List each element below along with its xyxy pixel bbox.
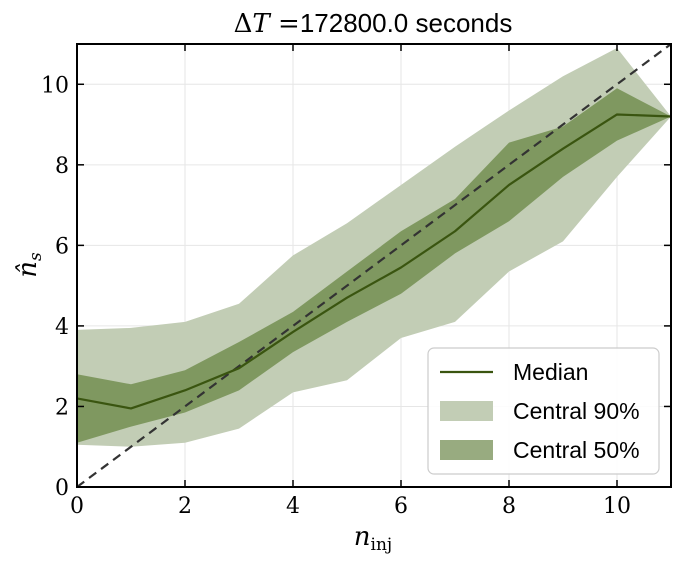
y-tick-label: 0 [55,476,69,501]
y-tick-label: 2 [55,395,69,420]
chart-title: ΔT =172800.0 seconds [234,8,513,39]
legend-label: Central 50% [513,437,640,463]
x-tick-label: 8 [502,494,516,519]
ticks [76,44,671,488]
legend-label: Median [513,359,588,385]
x-tick-label: 0 [70,494,84,519]
identity-reference-line [76,43,672,488]
y-axis-label: n̂s [13,252,46,278]
y-tick-label: 6 [55,234,69,259]
x-axis-label: ninj [354,522,392,555]
x-tick-label: 6 [394,494,408,519]
series-line-median [76,113,672,410]
reference-line-group [76,43,672,488]
y-tick-label: 4 [55,315,69,340]
x-tick-label: 10 [603,494,631,519]
legend-swatch-patch [440,401,493,421]
legend: Median Central 90% Central 50% [427,347,660,475]
median-line-group [76,113,672,410]
x-tick-label: 2 [178,494,192,519]
x-tick-label: 4 [286,494,300,519]
y-tick-label: 10 [41,73,69,98]
tick-labels: 0 2 4 6 8 10 0 2 4 6 8 10 [41,73,631,519]
plot-frame [76,43,672,488]
legend-label: Central 90% [513,398,640,424]
y-tick-label: 8 [55,154,69,179]
legend-swatch-patch [440,440,493,460]
